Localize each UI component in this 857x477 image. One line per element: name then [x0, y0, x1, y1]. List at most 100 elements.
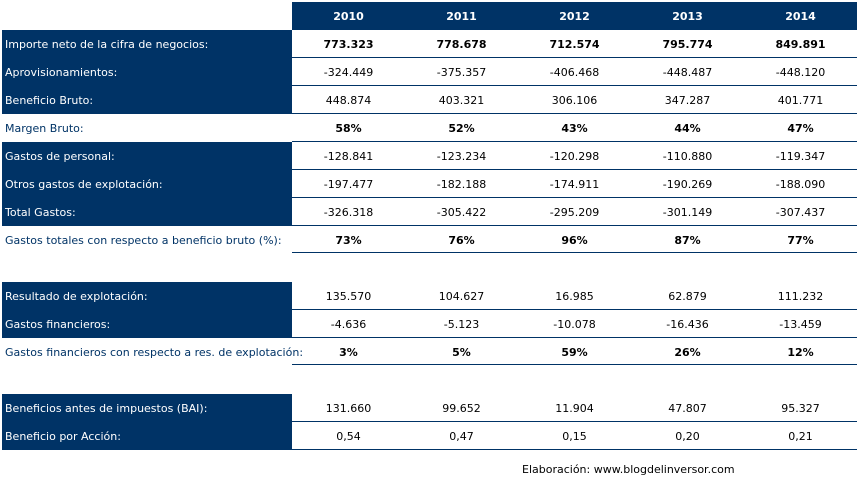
row-divider: [292, 197, 857, 198]
value-cell: -120.298: [549, 149, 600, 163]
value-cell: 347.287: [664, 93, 711, 107]
value-cell: 131.660: [325, 401, 372, 415]
value-cell: -305.422: [436, 205, 487, 219]
value-cell: -5.123: [443, 317, 480, 331]
value-cell: 73%: [335, 233, 362, 247]
year-header: 2010: [333, 9, 364, 23]
row-divider: [292, 309, 857, 310]
row-label: Gastos de personal:: [2, 142, 292, 170]
header-corner: [2, 2, 292, 30]
value-cell: -182.188: [436, 177, 487, 191]
row-divider: [292, 337, 857, 338]
row-divider: [292, 85, 857, 86]
value-cell: 0,20: [675, 429, 700, 443]
value-cell: -174.911: [549, 177, 600, 191]
row-label: Total Gastos:: [2, 198, 292, 226]
value-cell: -307.437: [775, 205, 826, 219]
value-cell: 12%: [787, 345, 814, 359]
table-row: Gastos financieros: -4.636 -5.123 -10.07…: [2, 310, 857, 338]
value-cell: 135.570: [325, 289, 372, 303]
row-label: Resultado de explotación:: [2, 282, 292, 310]
value-cell: 96%: [561, 233, 588, 247]
row-divider: [292, 141, 857, 142]
value-cell: 111.232: [777, 289, 824, 303]
table-row: Aprovisionamientos: -324.449 -375.357 -4…: [2, 58, 857, 86]
value-cell: -295.209: [549, 205, 600, 219]
table-row: Gastos de personal: -128.841 -123.234 -1…: [2, 142, 857, 170]
year-header-cells: 2010 2011 2012 2013 2014: [292, 2, 857, 30]
value-cell: 403.321: [438, 93, 485, 107]
value-cell: 0,47: [449, 429, 474, 443]
value-cell: 11.904: [555, 401, 594, 415]
value-cell: 47%: [787, 121, 814, 135]
value-cell: 0,21: [788, 429, 813, 443]
value-cell: 104.627: [438, 289, 485, 303]
value-cell: -13.459: [779, 317, 822, 331]
row-label: Beneficio Bruto:: [2, 86, 292, 114]
row-divider: [292, 225, 857, 226]
source-credit: Elaboración: www.blogdelinversor.com: [522, 463, 735, 476]
year-header: 2014: [785, 9, 816, 23]
row-divider: [292, 421, 857, 422]
row-label: Otros gastos de explotación:: [2, 170, 292, 198]
value-cell: -110.880: [662, 149, 713, 163]
value-cell: -16.436: [666, 317, 709, 331]
row-label: Importe neto de la cifra de negocios:: [2, 30, 292, 58]
value-cell: -188.090: [775, 177, 826, 191]
row-divider: [292, 57, 857, 58]
value-cell: 773.323: [323, 37, 374, 51]
value-cell: 43%: [561, 121, 588, 135]
value-cell: 778.678: [436, 37, 487, 51]
table-row: Total Gastos: -326.318 -305.422 -295.209…: [2, 198, 857, 226]
value-cell: -119.347: [775, 149, 826, 163]
value-cell: 59%: [561, 345, 588, 359]
value-cell: 5%: [452, 345, 471, 359]
value-cell: 0,54: [336, 429, 361, 443]
value-cell: 849.891: [775, 37, 826, 51]
table-row: Gastos totales con respecto a beneficio …: [2, 226, 857, 254]
row-label: Margen Bruto:: [2, 114, 292, 142]
year-header: 2011: [446, 9, 477, 23]
table-row: Importe neto de la cifra de negocios: 77…: [2, 30, 857, 58]
value-cell: -406.468: [549, 65, 600, 79]
value-cell: 62.879: [668, 289, 707, 303]
value-cell: -190.269: [662, 177, 713, 191]
header-row: 2010 2011 2012 2013 2014: [2, 2, 857, 30]
value-cell: -10.078: [553, 317, 596, 331]
value-cell: 448.874: [325, 93, 372, 107]
value-cell: 16.985: [555, 289, 594, 303]
table-row: Beneficio por Acción: 0,54 0,47 0,15 0,2…: [2, 422, 857, 450]
table-row: Gastos financieros con respecto a res. d…: [2, 338, 857, 366]
value-cell: -375.357: [436, 65, 487, 79]
value-cell: 95.327: [781, 401, 820, 415]
table-row: Otros gastos de explotación: -197.477 -1…: [2, 170, 857, 198]
value-cell: -123.234: [436, 149, 487, 163]
value-cell: 58%: [335, 121, 362, 135]
row-divider: [292, 113, 857, 114]
row-label: Gastos financieros con respecto a res. d…: [2, 338, 303, 366]
row-label: Beneficios antes de impuestos (BAI):: [2, 394, 292, 422]
table-row: Beneficios antes de impuestos (BAI): 131…: [2, 394, 857, 422]
value-cell: 87%: [674, 233, 701, 247]
value-cell: -301.149: [662, 205, 713, 219]
value-cell: -324.449: [323, 65, 374, 79]
row-divider: [292, 252, 857, 253]
value-cell: -448.120: [775, 65, 826, 79]
value-cell: 795.774: [662, 37, 713, 51]
row-divider: [292, 364, 857, 365]
value-cell: -128.841: [323, 149, 374, 163]
row-divider: [292, 449, 857, 450]
value-cell: -197.477: [323, 177, 374, 191]
row-label: Aprovisionamientos:: [2, 58, 292, 86]
row-label: Gastos totales con respecto a beneficio …: [2, 226, 292, 254]
row-label: Gastos financieros:: [2, 310, 292, 338]
value-cell: 3%: [339, 345, 358, 359]
row-label: Beneficio por Acción:: [2, 422, 292, 450]
value-cell: 52%: [448, 121, 475, 135]
year-header: 2012: [559, 9, 590, 23]
value-cell: 401.771: [777, 93, 824, 107]
value-cell: 0,15: [562, 429, 587, 443]
value-cell: 26%: [674, 345, 701, 359]
value-cell: 76%: [448, 233, 475, 247]
value-cell: 712.574: [549, 37, 600, 51]
